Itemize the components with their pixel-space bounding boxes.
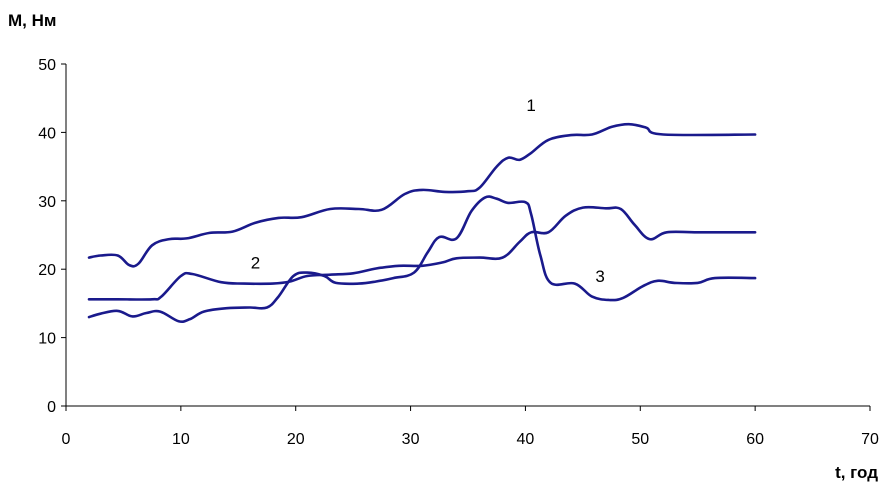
curve-label-2: 2 — [251, 253, 260, 272]
x-tick-label: 60 — [746, 431, 764, 448]
y-tick-label: 0 — [47, 399, 56, 416]
y-axis-title: M, Нм — [8, 11, 56, 30]
x-tick-label: 10 — [172, 431, 190, 448]
x-tick-label: 20 — [287, 431, 305, 448]
series-line-2 — [87, 205, 757, 301]
y-tick-label: 40 — [38, 125, 56, 142]
series-line-3 — [87, 195, 757, 323]
y-tick-label: 30 — [38, 194, 56, 211]
x-tick-label: 50 — [631, 431, 649, 448]
plot-area — [87, 122, 757, 323]
x-tick-label: 70 — [861, 431, 879, 448]
curve-label-3: 3 — [595, 267, 604, 286]
y-tick-label: 10 — [38, 331, 56, 348]
axes: 0 10 20 30 40 50 0 10 20 30 40 50 60 70 — [38, 57, 879, 448]
curve-labels: 1 2 3 — [251, 96, 605, 286]
series-line-1 — [87, 122, 757, 268]
curve-label-1: 1 — [526, 96, 535, 115]
y-tick-label: 20 — [38, 262, 56, 279]
x-tick-label: 0 — [62, 431, 71, 448]
x-axis-title: t, год — [835, 463, 878, 482]
x-tick-label: 40 — [517, 431, 535, 448]
x-tick-label: 30 — [402, 431, 420, 448]
y-tick-label: 50 — [38, 57, 56, 74]
